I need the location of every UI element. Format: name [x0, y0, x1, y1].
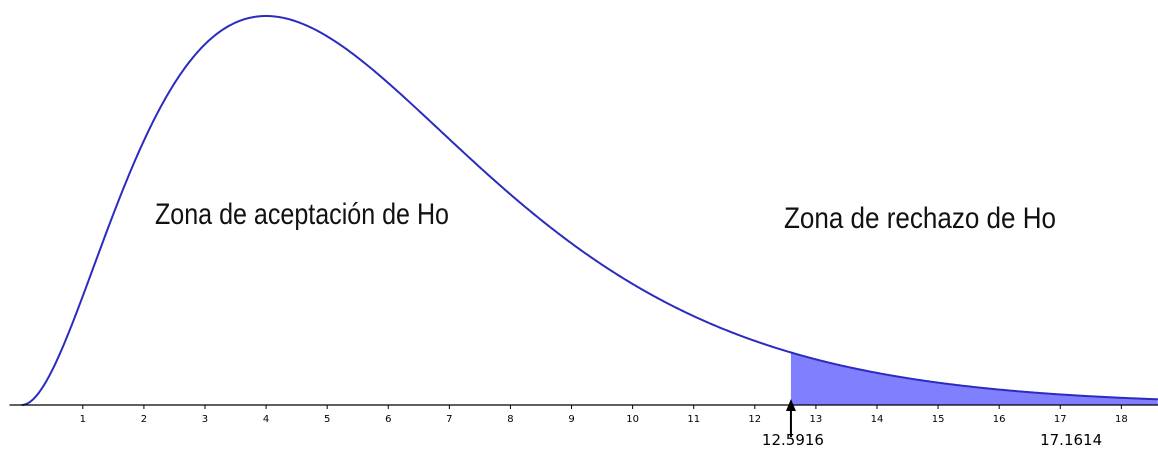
x-tick-label: 15 — [932, 414, 945, 425]
test-statistic-label: 17.1614 — [1040, 431, 1102, 449]
x-axis-ticks: 1 2 3 4 5 6 7 8 9 10 11 12 13 14 15 16 17 18 — [80, 405, 1128, 425]
x-tick-label: 10 — [626, 414, 639, 425]
x-tick-label: 16 — [993, 414, 1006, 425]
density-curve — [21, 14, 1158, 406]
x-tick-label: 9 — [568, 414, 574, 425]
rejection-zone-label: Zona de rechazo de Ho — [784, 202, 1056, 235]
x-tick-label: 4 — [263, 414, 269, 425]
x-tick-label: 2 — [141, 414, 147, 425]
critical-value-marker: 12.5916 — [762, 399, 824, 449]
x-tick-label: 13 — [810, 414, 823, 425]
critical-value-label: 12.5916 — [762, 431, 824, 449]
rejection-area — [790, 352, 1158, 405]
arrow-up-icon — [785, 399, 796, 411]
x-tick-label: 3 — [202, 414, 208, 425]
acceptance-zone-label: Zona de aceptación de Ho — [155, 198, 449, 231]
x-tick-label: 5 — [324, 414, 330, 425]
x-tick-label: 14 — [871, 414, 884, 425]
x-tick-label: 17 — [1054, 414, 1067, 425]
x-tick-label: 12 — [748, 414, 761, 425]
x-tick-label: 18 — [1115, 414, 1128, 425]
x-tick-label: 11 — [687, 414, 700, 425]
x-tick-label: 8 — [507, 414, 513, 425]
x-tick-label: 1 — [80, 414, 86, 425]
x-tick-label: 7 — [446, 414, 452, 425]
x-tick-label: 6 — [385, 414, 391, 425]
